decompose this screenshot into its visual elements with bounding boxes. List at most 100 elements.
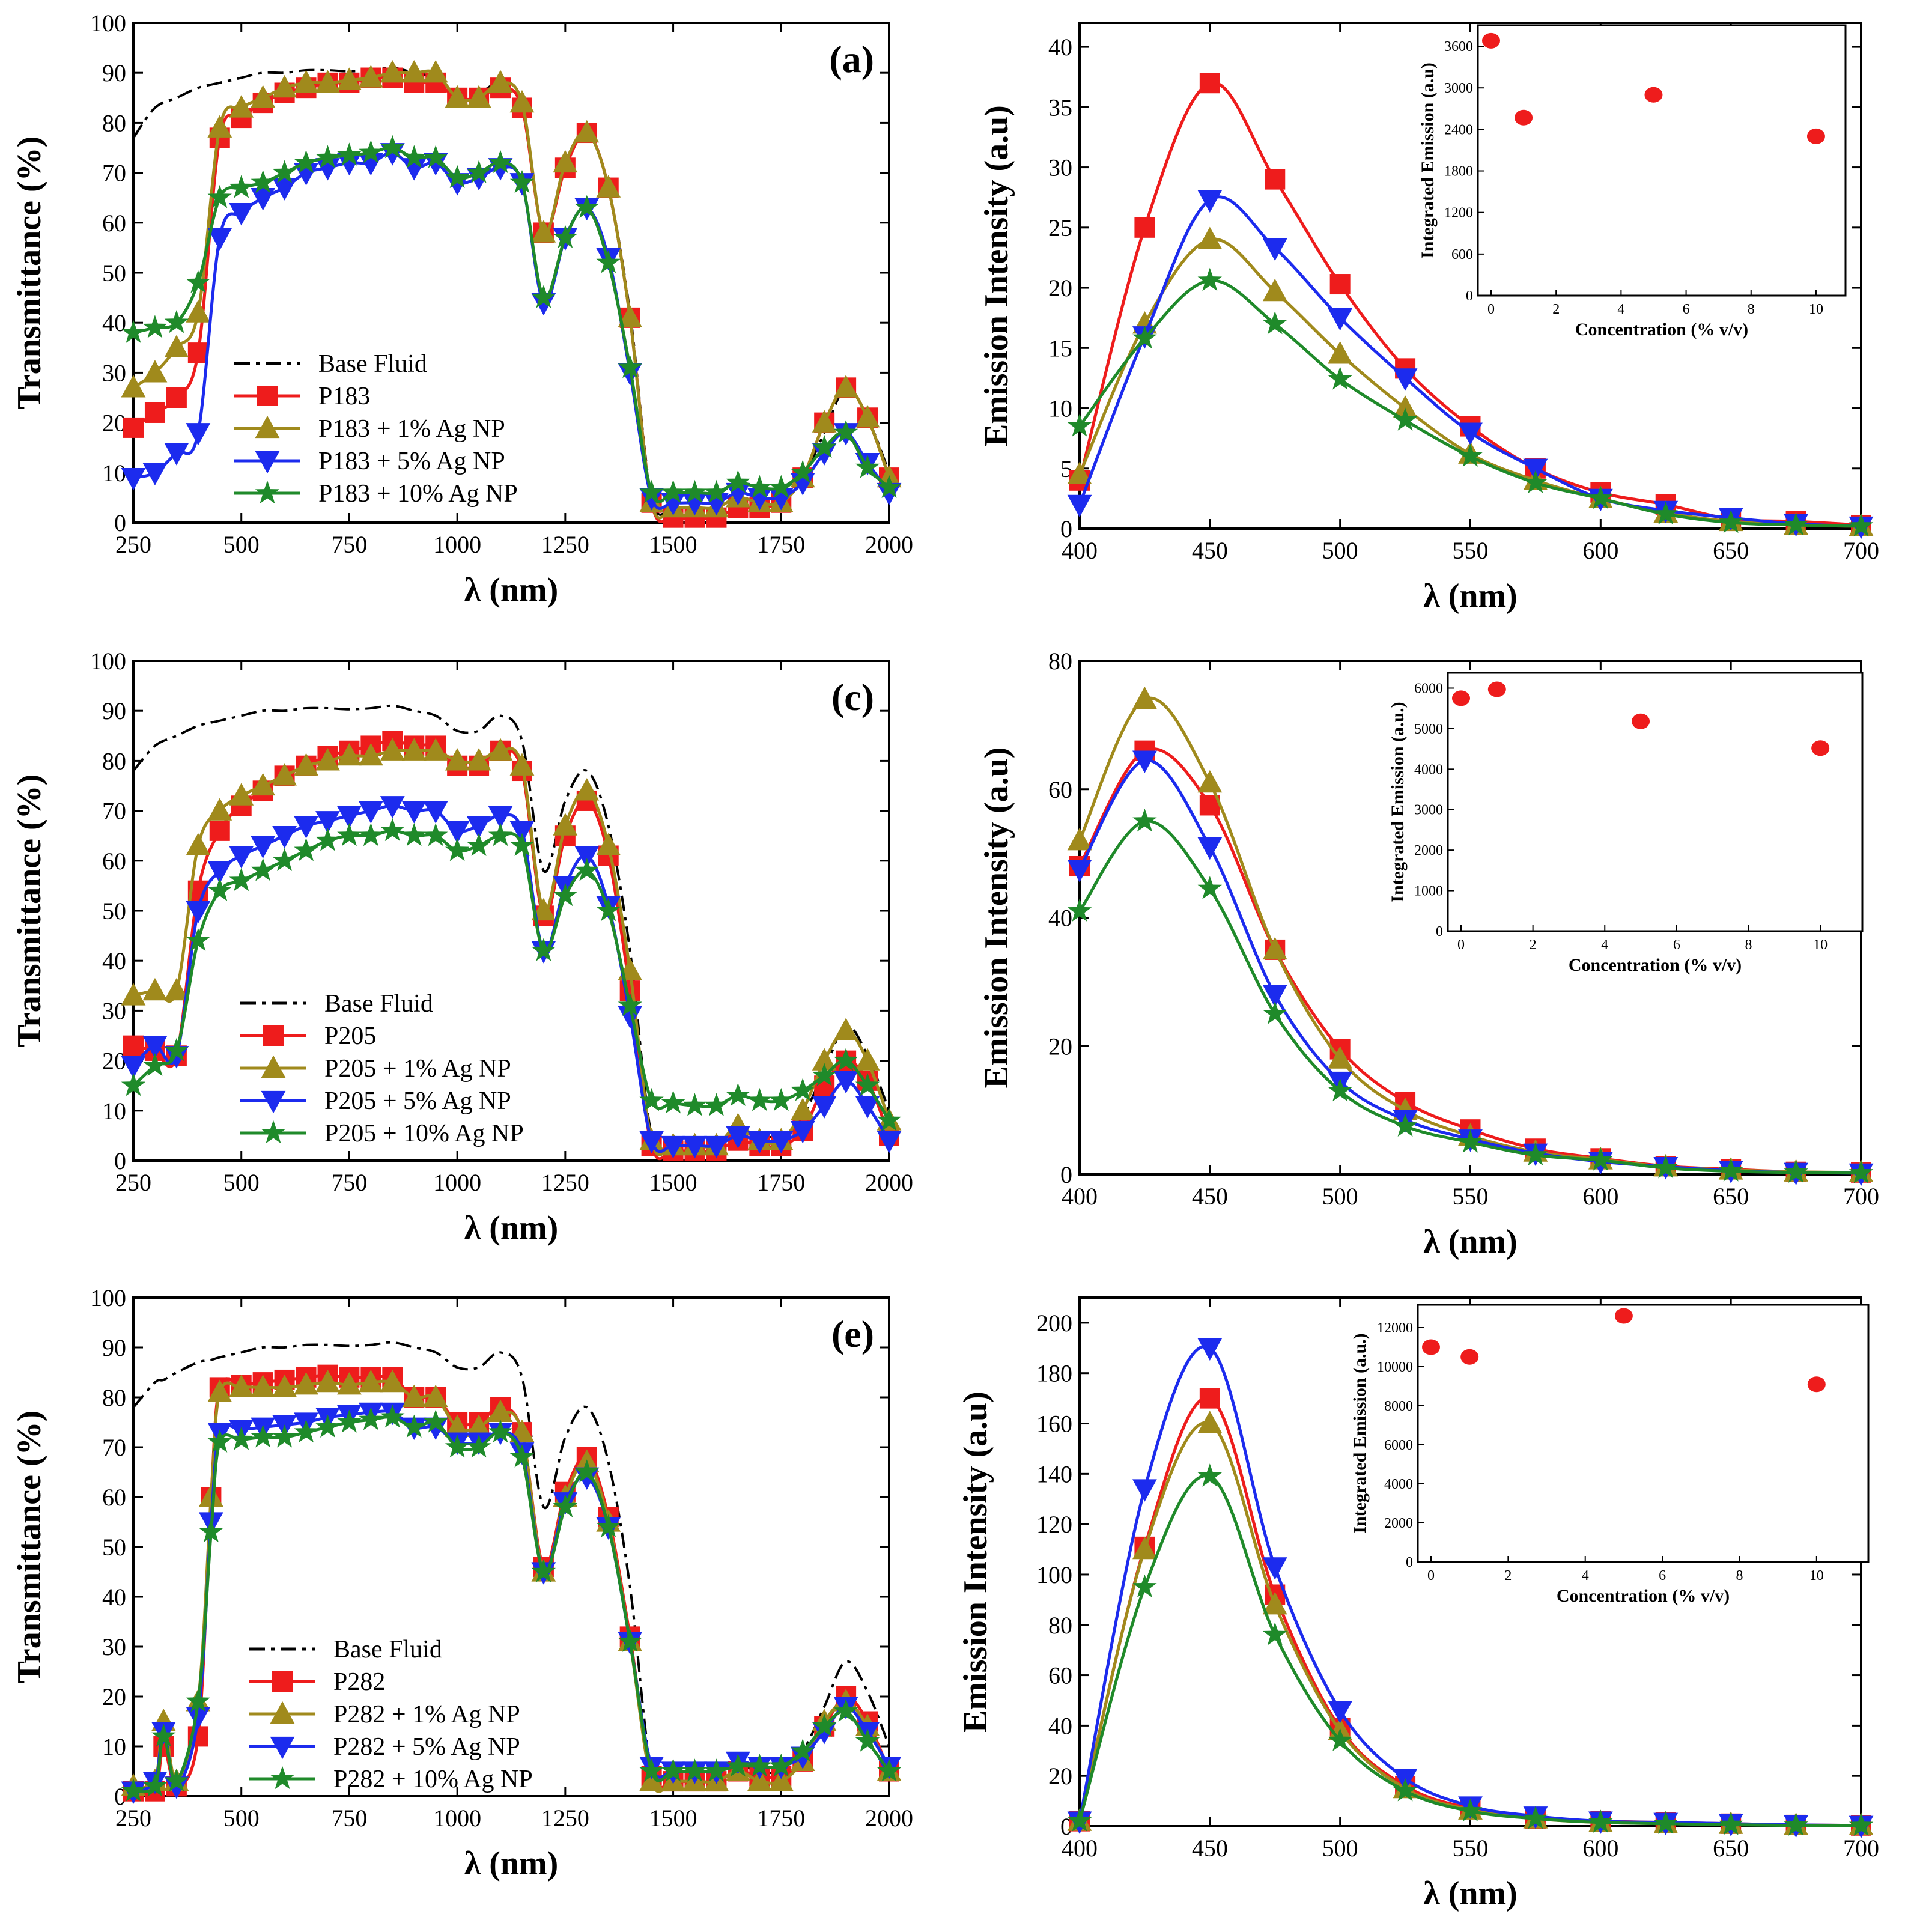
data-point xyxy=(445,85,470,108)
data-point xyxy=(1197,1463,1222,1487)
inset-x-tick-label: 6 xyxy=(1673,937,1680,953)
data-point xyxy=(812,435,837,458)
data-point xyxy=(337,153,362,176)
data-point xyxy=(812,1048,837,1071)
x-tick-label: 750 xyxy=(331,531,367,558)
data-point xyxy=(121,1073,146,1096)
data-point xyxy=(1328,366,1352,390)
data-point xyxy=(833,1048,858,1071)
data-point xyxy=(1262,1557,1287,1580)
data-point xyxy=(1653,501,1678,525)
x-tick-label: 1250 xyxy=(541,531,589,558)
y-tick-label: 20 xyxy=(102,1048,126,1075)
data-point xyxy=(294,837,318,861)
inset-x-tick-label: 4 xyxy=(1582,1568,1589,1584)
inset-y-tick-label: 2000 xyxy=(1414,843,1443,858)
data-point xyxy=(402,145,427,168)
data-point xyxy=(337,806,362,829)
inset-x-tick-label: 10 xyxy=(1809,302,1823,317)
data-point xyxy=(488,806,513,829)
data-point xyxy=(445,165,470,189)
data-point xyxy=(1329,274,1351,295)
data-point xyxy=(359,1407,383,1430)
data-point xyxy=(423,1384,448,1408)
data-point xyxy=(1262,1591,1287,1615)
data-point xyxy=(618,305,643,328)
x-tick-label: 750 xyxy=(331,1169,367,1196)
data-point xyxy=(1262,937,1287,960)
data-point xyxy=(574,195,599,218)
data-point xyxy=(1132,326,1157,349)
data-point xyxy=(401,801,427,824)
x-tick-label: 1500 xyxy=(649,1805,697,1832)
data-point xyxy=(272,1375,297,1397)
x-tick-label: 1000 xyxy=(433,531,481,558)
data-point xyxy=(272,848,297,871)
inset-y-tick-label: 4000 xyxy=(1384,1477,1413,1492)
data-point xyxy=(1719,1158,1743,1182)
x-tick-label: 400 xyxy=(1062,537,1098,564)
data-point xyxy=(445,837,470,861)
legend-marker xyxy=(255,480,280,504)
data-point xyxy=(251,1375,276,1397)
data-point xyxy=(704,479,729,503)
series-3 xyxy=(1067,267,1874,537)
x-tick-label: 700 xyxy=(1843,1835,1879,1862)
data-point xyxy=(488,822,513,846)
data-point xyxy=(639,1087,664,1111)
panel-label: (a) xyxy=(829,38,874,80)
data-point xyxy=(531,220,556,243)
x-tick-label: 600 xyxy=(1582,537,1618,564)
data-point xyxy=(1458,443,1483,467)
y-axis-label: Transmittance (%) xyxy=(11,774,48,1048)
data-point xyxy=(1523,470,1548,493)
data-point xyxy=(1393,368,1418,391)
data-point xyxy=(833,375,858,398)
data-point xyxy=(1719,509,1743,533)
data-point xyxy=(1263,1001,1287,1024)
x-tick-label: 450 xyxy=(1192,537,1228,564)
data-point xyxy=(380,738,405,761)
y-tick-label: 100 xyxy=(1036,1561,1072,1588)
x-tick-label: 500 xyxy=(1322,1835,1358,1862)
inset-x-label: Concentration (% v/v) xyxy=(1575,320,1748,339)
series-line xyxy=(133,146,890,503)
y-tick-label: 80 xyxy=(102,109,126,136)
data-point xyxy=(380,818,405,842)
y-tick-label: 90 xyxy=(102,697,126,724)
data-point xyxy=(833,1071,858,1094)
y-tick-label: 200 xyxy=(1036,1310,1072,1337)
x-tick-label: 250 xyxy=(115,1805,151,1832)
data-point xyxy=(294,150,318,174)
data-point xyxy=(726,1753,750,1777)
data-point xyxy=(186,833,211,855)
x-tick-label: 1750 xyxy=(757,531,805,558)
data-point xyxy=(251,858,275,881)
y-tick-label: 0 xyxy=(114,509,126,536)
data-point xyxy=(531,285,556,308)
series-4 xyxy=(121,1404,902,1802)
x-tick-label: 550 xyxy=(1453,1835,1489,1862)
data-point xyxy=(423,801,448,824)
legend-entry: Base Fluid xyxy=(333,1636,442,1663)
data-point xyxy=(682,1093,707,1116)
y-tick-label: 60 xyxy=(102,1484,126,1511)
data-point xyxy=(1393,395,1418,418)
data-point xyxy=(466,85,491,108)
y-tick-label: 90 xyxy=(102,1334,126,1361)
panel-label: (e) xyxy=(831,1313,874,1355)
x-tick-label: 600 xyxy=(1582,1183,1618,1210)
data-point xyxy=(380,1404,405,1428)
data-point xyxy=(747,1131,772,1153)
data-point xyxy=(1262,278,1287,302)
data-point xyxy=(1132,808,1157,832)
data-point xyxy=(1067,828,1092,851)
data-point xyxy=(682,1758,707,1782)
series-0 xyxy=(132,704,890,1154)
data-point xyxy=(1197,226,1223,250)
data-point xyxy=(596,898,621,922)
data-point xyxy=(337,67,362,90)
y-tick-label: 40 xyxy=(102,309,126,336)
data-point xyxy=(229,867,254,892)
x-tick-label: 400 xyxy=(1062,1835,1098,1862)
